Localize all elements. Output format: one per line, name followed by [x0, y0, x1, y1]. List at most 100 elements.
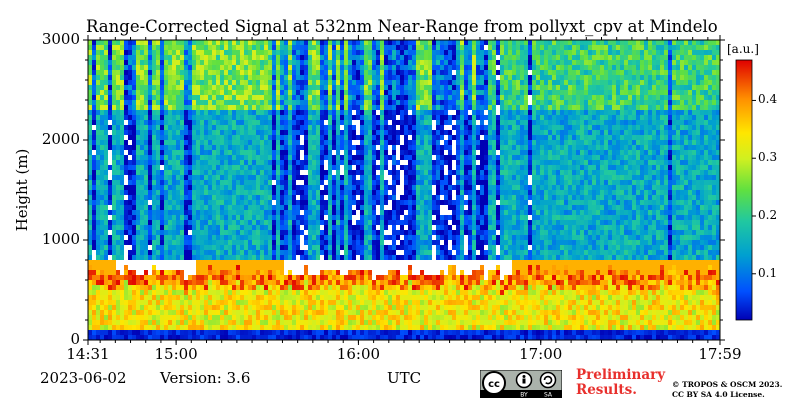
heatmap-cell	[280, 250, 285, 256]
heatmap-cell	[296, 260, 301, 266]
heatmap-cell	[228, 105, 233, 111]
heatmap-cell	[272, 105, 277, 111]
heatmap-cell	[228, 125, 233, 131]
heatmap-cell	[324, 125, 329, 131]
heatmap-cell	[96, 210, 101, 216]
heatmap-cell	[356, 175, 361, 181]
heatmap-cell	[332, 180, 337, 186]
heatmap-cell	[296, 210, 301, 216]
heatmap-cell	[232, 325, 237, 331]
heatmap-cell	[392, 215, 397, 221]
heatmap-cell	[204, 120, 209, 126]
heatmap-cell	[292, 105, 297, 111]
heatmap-cell	[348, 80, 353, 86]
heatmap-cell	[124, 65, 129, 71]
heatmap-cell	[148, 270, 153, 276]
heatmap-cell	[168, 95, 173, 101]
heatmap-cell	[376, 260, 381, 266]
heatmap-cell	[276, 105, 281, 111]
heatmap-cell	[296, 155, 301, 161]
heatmap-cell	[212, 145, 217, 151]
heatmap-cell	[160, 225, 165, 231]
heatmap-cell	[88, 185, 93, 191]
heatmap-cell	[92, 55, 97, 61]
heatmap-cell	[356, 190, 361, 196]
heatmap-cell	[124, 50, 129, 56]
heatmap-cell	[148, 170, 153, 176]
heatmap-cell	[140, 195, 145, 201]
heatmap-cell	[276, 310, 281, 316]
heatmap-cell	[280, 295, 285, 301]
heatmap-cell	[308, 100, 313, 106]
heatmap-cell	[340, 45, 345, 51]
heatmap-cell	[412, 175, 417, 181]
heatmap-cell	[192, 175, 197, 181]
heatmap-cell	[224, 300, 229, 306]
heatmap-cell	[272, 150, 277, 156]
heatmap-cell	[244, 255, 249, 261]
heatmap-cell	[172, 75, 177, 81]
heatmap-cell	[348, 320, 353, 326]
heatmap-cell	[156, 180, 161, 186]
heatmap-cell	[276, 265, 281, 271]
heatmap-cell	[176, 205, 181, 211]
heatmap-cell	[360, 325, 365, 331]
heatmap-cell	[416, 180, 421, 186]
heatmap-cell	[152, 150, 157, 156]
heatmap-cell	[220, 295, 225, 301]
heatmap-cell	[412, 170, 417, 176]
heatmap-cell	[252, 115, 257, 121]
heatmap-cell	[260, 215, 265, 221]
heatmap-cell	[324, 60, 329, 66]
heatmap-cell	[384, 320, 389, 326]
heatmap-cell	[112, 140, 117, 146]
heatmap-cell	[412, 190, 417, 196]
heatmap-cell	[184, 140, 189, 146]
heatmap-cell	[380, 205, 385, 211]
heatmap-cell	[200, 60, 205, 66]
heatmap-cell	[316, 195, 321, 201]
heatmap-cell	[356, 230, 361, 236]
heatmap-cell	[228, 190, 233, 196]
heatmap-cell	[272, 320, 277, 326]
heatmap-cell	[372, 330, 377, 336]
heatmap-cell	[352, 190, 357, 196]
heatmap-cell	[240, 155, 245, 161]
heatmap-cell	[128, 50, 133, 56]
heatmap-cell	[92, 140, 97, 146]
heatmap-cell	[292, 200, 297, 206]
heatmap-cell	[300, 45, 305, 51]
heatmap-cell	[248, 275, 253, 281]
heatmap-cell	[104, 60, 109, 66]
heatmap-cell	[364, 120, 369, 126]
heatmap-cell	[212, 105, 217, 111]
heatmap-cell	[404, 295, 409, 301]
heatmap-cell	[212, 230, 217, 236]
heatmap-cell	[108, 75, 113, 81]
heatmap-cell	[268, 250, 273, 256]
heatmap-cell	[88, 290, 93, 296]
heatmap-cell	[236, 95, 241, 101]
heatmap-cell	[124, 160, 129, 166]
heatmap-cell	[384, 330, 389, 336]
heatmap-cell	[304, 215, 309, 221]
heatmap-cell	[336, 210, 341, 216]
heatmap-cell	[168, 265, 173, 271]
heatmap-cell	[396, 85, 401, 91]
heatmap-cell	[332, 240, 337, 246]
heatmap-cell	[184, 130, 189, 136]
heatmap-cell	[188, 85, 193, 91]
heatmap-cell	[128, 180, 133, 186]
heatmap-cell	[264, 180, 269, 186]
heatmap-cell	[360, 110, 365, 116]
heatmap-cell	[264, 105, 269, 111]
heatmap-cell	[176, 105, 181, 111]
heatmap-cell	[344, 150, 349, 156]
heatmap-cell	[220, 70, 225, 76]
heatmap-cell	[188, 70, 193, 76]
heatmap-cell	[132, 185, 137, 191]
heatmap-cell	[404, 310, 409, 316]
heatmap-cell	[192, 50, 197, 56]
heatmap-cell	[204, 205, 209, 211]
heatmap-cell	[220, 145, 225, 151]
